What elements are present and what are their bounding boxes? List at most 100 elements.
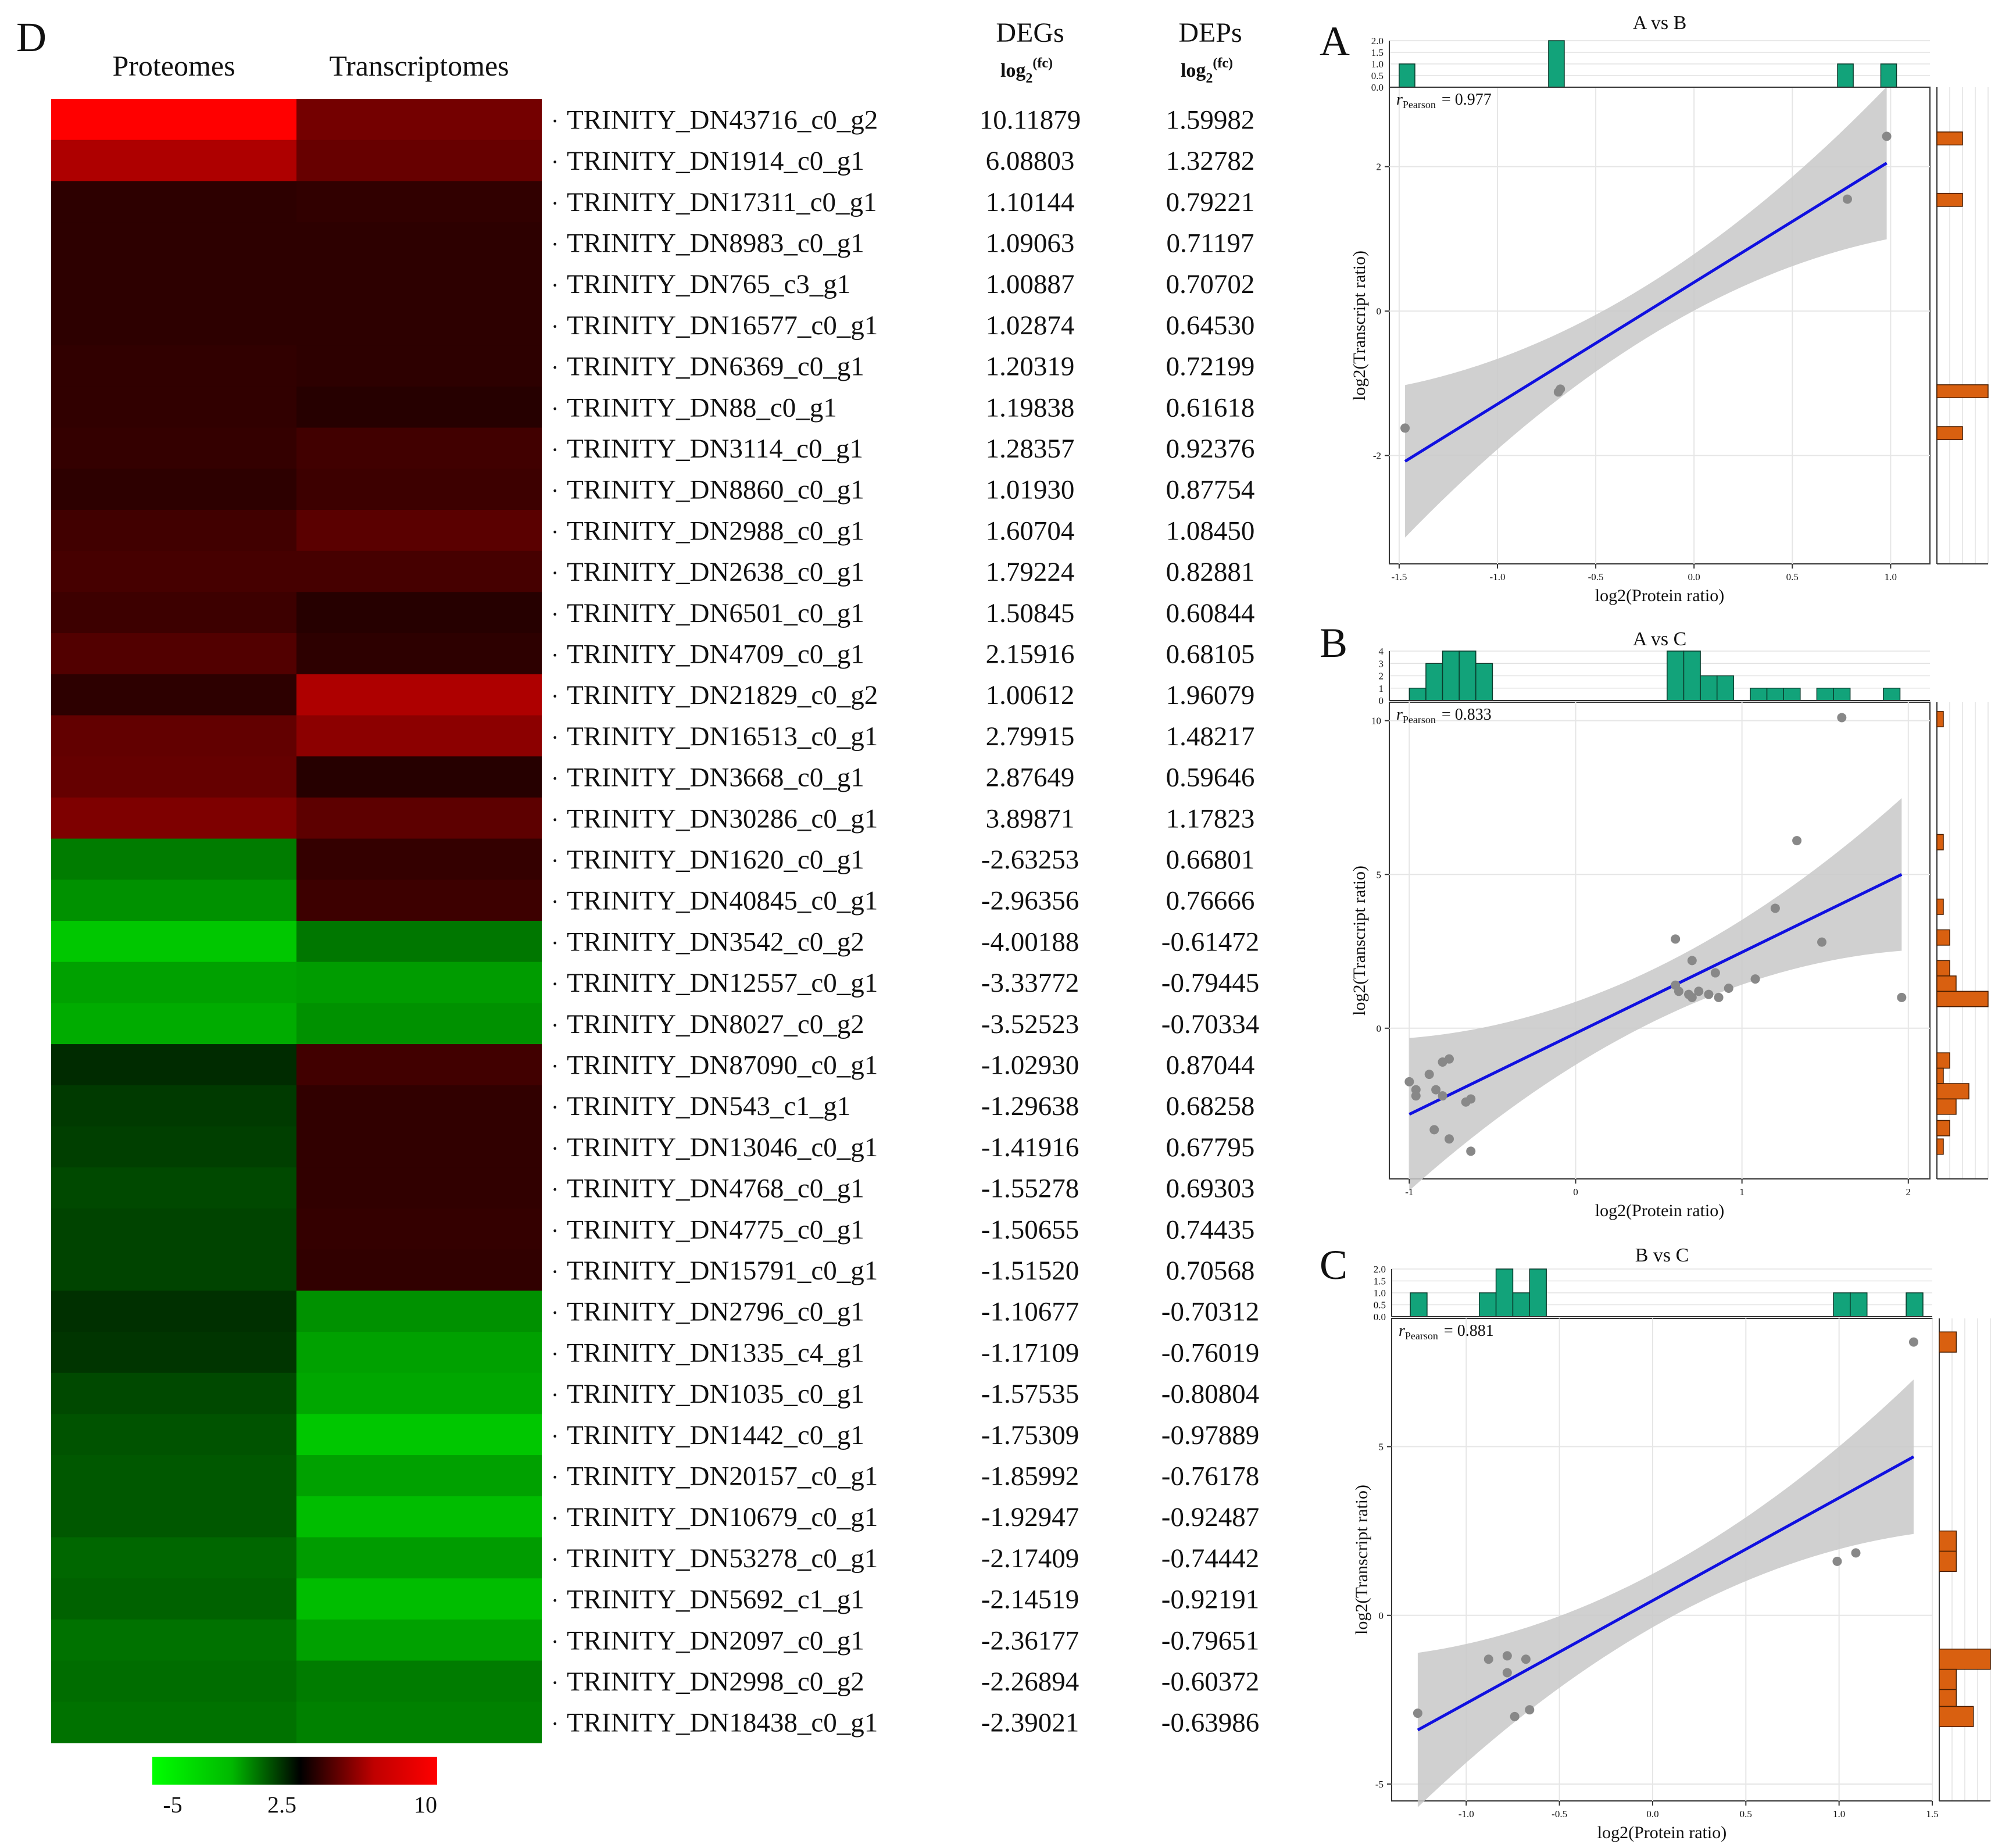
scatter-point	[1424, 1070, 1434, 1080]
right-histogram	[1939, 1318, 1991, 1801]
top-hist-bar	[1833, 1292, 1851, 1317]
deps-value: -0.63986	[1161, 1708, 1259, 1738]
scatter-point	[1404, 1077, 1414, 1086]
gene-name: TRINITY_DN765_c3_g1	[567, 269, 850, 299]
gene-name: TRINITY_DN8027_c0_g2	[567, 1009, 864, 1039]
pearson-r-value: = 0.977	[1442, 91, 1492, 109]
top-hist-bar	[1399, 63, 1415, 88]
row-bullet: ·	[551, 108, 559, 134]
heatmap-cell-transcriptome	[296, 1003, 542, 1045]
deps-value: -0.61472	[1161, 927, 1259, 957]
heatmap-cell-transcriptome	[296, 1208, 542, 1250]
degs-value: -3.52523	[981, 1009, 1079, 1039]
deps-unit-sub: 2	[1206, 71, 1213, 86]
deps-value: 0.74435	[1166, 1214, 1255, 1245]
heatmap-cell-transcriptome	[296, 674, 542, 716]
deps-value: -0.92487	[1161, 1502, 1259, 1532]
right-histogram	[1936, 87, 1989, 564]
row-bullet: ·	[551, 766, 559, 792]
right-hist-bar	[1936, 991, 1989, 1007]
top-hist-tick-label: 1.5	[1371, 47, 1384, 58]
heatmap-cell-transcriptome	[296, 222, 542, 264]
scatter-point	[1413, 1708, 1422, 1718]
heatmap-cell-proteome	[51, 222, 296, 264]
gene-name: TRINITY_DN40845_c0_g1	[567, 886, 878, 916]
top-hist-bar	[1478, 1292, 1497, 1317]
gene-name: TRINITY_DN3114_c0_g1	[567, 434, 863, 464]
heatmap-cell-proteome	[51, 1372, 296, 1414]
right-hist-bar	[1939, 1530, 1957, 1552]
row-bullet: ·	[551, 1588, 559, 1614]
degs-value: 2.15916	[986, 639, 1075, 669]
row-bullet: ·	[551, 1711, 559, 1737]
scatter-point	[1704, 989, 1714, 999]
heatmap-cell-transcriptome	[296, 1660, 542, 1702]
row-bullet: ·	[551, 355, 559, 381]
x-tick-label: 0.5	[1740, 1808, 1752, 1820]
x-tick-label: -1.5	[1391, 571, 1407, 582]
deps-value: 0.66801	[1166, 845, 1255, 875]
top-hist-bar	[1667, 650, 1685, 701]
gene-name: TRINITY_DN8983_c0_g1	[567, 228, 864, 258]
row-bullet: ·	[551, 848, 559, 874]
x-tick-label: 0.5	[1786, 571, 1799, 582]
heatmap-cell-transcriptome	[296, 880, 542, 921]
pearson-r-sub: Pearson	[1405, 1330, 1438, 1342]
gene-name: TRINITY_DN16513_c0_g1	[567, 721, 878, 752]
heatmap-cell-transcriptome	[296, 263, 542, 305]
gene-name: TRINITY_DN13046_c0_g1	[567, 1132, 878, 1163]
heatmap-cell-proteome	[51, 304, 296, 346]
scatter-point	[1851, 1548, 1861, 1558]
top-hist-bar	[1495, 1268, 1514, 1317]
right-hist-bar	[1939, 1668, 1957, 1690]
heatmap-cell-proteome	[51, 1455, 296, 1497]
row-bullet: ·	[551, 1423, 559, 1449]
scatter-point	[1400, 423, 1410, 433]
x-tick-label: -0.5	[1552, 1808, 1567, 1820]
deps-value: 0.79221	[1166, 187, 1255, 217]
right-hist-bar	[1939, 1649, 1991, 1670]
heatmap-cell-transcriptome	[296, 99, 542, 141]
gene-name: TRINITY_DN88_c0_g1	[567, 392, 837, 423]
right-hist-bar	[1936, 960, 1950, 977]
top-hist-bar	[1750, 688, 1768, 701]
right-hist-bar	[1936, 1083, 1969, 1100]
deps-value: 1.32782	[1166, 146, 1255, 176]
heatmap-cell-transcriptome	[296, 961, 542, 1003]
deps-value: -0.79445	[1161, 968, 1259, 998]
heatmap-cell-proteome	[51, 592, 296, 634]
x-axis-label: log2(Protein ratio)	[1595, 586, 1724, 605]
heatmap-cell-proteome	[51, 921, 296, 963]
right-hist-bar	[1936, 1052, 1950, 1069]
pearson-r: rPearson = 0.881	[1399, 1322, 1494, 1342]
y-tick-label: 5	[1377, 869, 1382, 880]
deps-value: 1.48217	[1166, 721, 1255, 752]
heatmap-cell-transcriptome	[296, 345, 542, 387]
deps-value: -0.76178	[1161, 1461, 1259, 1491]
heatmap-cell-proteome	[51, 551, 296, 592]
heatmap-cell-transcriptome	[296, 1537, 542, 1579]
heatmap-cell-transcriptome	[296, 1372, 542, 1414]
scatter-point	[1438, 1091, 1447, 1101]
degs-value: 1.00887	[986, 269, 1075, 299]
gene-name: TRINITY_DN2988_c0_g1	[567, 516, 864, 546]
heatmap-cell-proteome	[51, 181, 296, 223]
heatmap-cell-proteome	[51, 1702, 296, 1743]
deps-value: 0.92376	[1166, 434, 1255, 464]
row-bullet: ·	[551, 1259, 559, 1285]
scatter-point	[1502, 1651, 1512, 1661]
scatter-point	[1710, 968, 1720, 978]
pearson-r-symbol: r	[1396, 91, 1403, 109]
degs-value: 2.79915	[986, 721, 1075, 752]
gene-name: TRINITY_DN1335_c4_g1	[567, 1338, 864, 1368]
x-tick-label: 0.0	[1688, 571, 1700, 582]
gene-name: TRINITY_DN4768_c0_g1	[567, 1174, 864, 1204]
top-hist-bar	[1766, 688, 1784, 701]
x-axis-label: log2(Protein ratio)	[1595, 1201, 1724, 1220]
right-hist-bar	[1936, 1098, 1957, 1115]
top-hist-bar	[1529, 1268, 1547, 1317]
scatter-point	[1792, 836, 1802, 846]
pearson-r-sub: Pearson	[1403, 99, 1436, 110]
scatter-point	[1770, 903, 1780, 913]
x-tick-label: 0.0	[1646, 1808, 1658, 1820]
